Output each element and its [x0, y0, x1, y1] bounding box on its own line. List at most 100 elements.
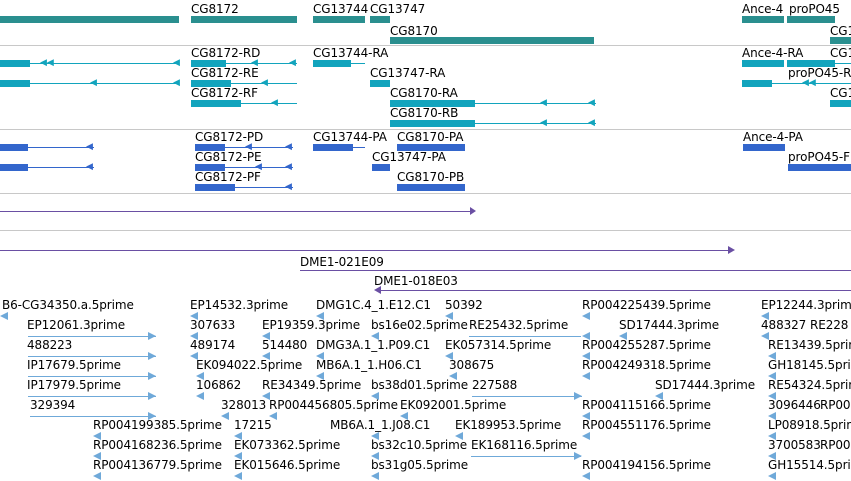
mrna-feature[interactable]: ◀◀	[191, 59, 297, 68]
gene-feature[interactable]	[0, 16, 179, 23]
est-feature[interactable]	[469, 336, 581, 337]
protein-feature[interactable]: ◀ ◀	[195, 143, 293, 152]
protein-label[interactable]: CG13744-PA	[313, 130, 387, 144]
mrna-label[interactable]: CG13747-RA	[370, 66, 446, 80]
mrna-feature[interactable]: ◀◀	[0, 79, 180, 88]
est-feature[interactable]	[28, 376, 156, 377]
protein-feature[interactable]: ◀	[195, 183, 293, 192]
gene-feature[interactable]	[742, 16, 784, 23]
est-label[interactable]: EK057314.5prime	[445, 338, 552, 352]
mrna-feature[interactable]: ◀	[191, 79, 297, 88]
est-feature[interactable]	[190, 332, 198, 340]
est-feature[interactable]	[371, 332, 379, 340]
est-feature[interactable]	[269, 412, 277, 420]
est-label[interactable]: RE34349.5prime	[262, 378, 362, 392]
gene-feature[interactable]	[830, 37, 851, 44]
mrna-feature[interactable]: ◀	[191, 99, 297, 108]
est-feature[interactable]	[221, 412, 229, 420]
est-feature[interactable]	[93, 432, 101, 440]
est-feature[interactable]	[190, 352, 198, 360]
est-feature[interactable]	[655, 392, 663, 400]
est-feature[interactable]	[234, 432, 242, 440]
mrna-feature[interactable]	[830, 99, 851, 108]
protein-label[interactable]: CG8170-PB	[397, 170, 465, 184]
est-label[interactable]: SD17444.3prime	[619, 318, 720, 332]
est-label[interactable]: RE13439.5prime	[768, 338, 851, 352]
est-feature[interactable]	[93, 452, 101, 460]
est-feature[interactable]	[768, 352, 776, 360]
est-label[interactable]: GH18145.5prime	[768, 358, 851, 372]
protein-label[interactable]: Ance-4-PA	[743, 130, 803, 144]
mrna-label[interactable]: CG1	[830, 86, 851, 100]
est-feature[interactable]	[768, 392, 776, 400]
mrna-feature[interactable]	[787, 59, 851, 68]
est-label[interactable]: bs38d01.5prime	[371, 378, 469, 392]
est-label[interactable]: RP004249318.5prime	[582, 358, 711, 372]
est-feature[interactable]	[400, 412, 408, 420]
est-feature[interactable]	[619, 332, 627, 340]
est-feature[interactable]	[455, 432, 463, 440]
est-label[interactable]: 227588	[472, 378, 518, 392]
est-label[interactable]: EP19359.3prime	[262, 318, 360, 332]
est-label[interactable]: SD17444.3prime	[655, 378, 756, 392]
est-feature[interactable]	[234, 472, 242, 480]
est-feature[interactable]	[371, 452, 379, 460]
protein-feature[interactable]	[397, 183, 465, 192]
est-feature[interactable]	[28, 336, 156, 337]
est-label[interactable]: IP17679.5prime	[27, 358, 121, 372]
est-label[interactable]: 488327	[761, 318, 807, 332]
est-feature[interactable]	[234, 452, 242, 460]
est-label[interactable]: RP004456805.5prime	[269, 398, 398, 412]
est-feature[interactable]	[262, 332, 270, 340]
protein-feature[interactable]: ◀	[0, 163, 94, 172]
est-feature[interactable]	[28, 356, 156, 357]
est-label[interactable]: RP004194156.5prime	[582, 458, 711, 472]
est-feature[interactable]	[768, 472, 776, 480]
est-feature[interactable]	[582, 372, 590, 380]
clone-feature[interactable]	[0, 211, 470, 212]
est-label[interactable]: MB6A.1_1.J08.C1	[330, 418, 431, 432]
gene-label[interactable]: CG8172	[191, 2, 239, 16]
mrna-feature[interactable]	[313, 59, 365, 68]
est-label[interactable]: RP004168236.5prime	[93, 438, 222, 452]
est-feature[interactable]	[445, 312, 453, 320]
est-label[interactable]: 328013	[221, 398, 267, 412]
mrna-label[interactable]: CG1	[830, 46, 851, 60]
est-feature[interactable]	[190, 312, 198, 320]
mrna-label[interactable]: CG8172-RF	[191, 86, 258, 100]
est-label[interactable]: EK015646.5prime	[234, 458, 341, 472]
mrna-feature[interactable]: ◀◀ ◀	[0, 59, 180, 68]
gene-label[interactable]: CG1	[830, 24, 851, 38]
mrna-label[interactable]: CG8170-RB	[390, 106, 459, 120]
est-feature[interactable]	[582, 332, 590, 340]
gene-feature[interactable]	[370, 16, 390, 23]
est-feature[interactable]	[768, 412, 776, 420]
est-label[interactable]: RP004551176.5prime	[582, 418, 711, 432]
est-label[interactable]: bs31g05.5prime	[371, 458, 469, 472]
est-label[interactable]: EP12061.3prime	[27, 318, 125, 332]
mrna-label[interactable]: CG8170-RA	[390, 86, 458, 100]
est-feature[interactable]	[582, 352, 590, 360]
est-label[interactable]: RP004199385.5prime	[93, 418, 222, 432]
est-label[interactable]: 3096446	[768, 398, 821, 412]
est-label[interactable]: RP00	[820, 398, 851, 412]
est-feature[interactable]	[0, 312, 8, 320]
est-feature[interactable]	[371, 392, 379, 400]
mrna-label[interactable]: Ance-4-RA	[742, 46, 804, 60]
gene-feature[interactable]	[191, 16, 297, 23]
est-label[interactable]: 308675	[449, 358, 495, 372]
protein-feature[interactable]	[788, 163, 851, 172]
protein-feature[interactable]: ◀	[0, 143, 94, 152]
est-feature[interactable]	[582, 472, 590, 480]
est-feature[interactable]	[449, 372, 457, 380]
gene-label[interactable]: CG8170	[390, 24, 438, 38]
est-label[interactable]: bs32c10.5prime	[371, 438, 468, 452]
protein-feature[interactable]	[313, 143, 365, 152]
est-feature[interactable]	[582, 312, 590, 320]
mrna-feature[interactable]: ◀◀	[390, 119, 596, 128]
est-feature[interactable]	[471, 456, 581, 457]
est-label[interactable]: RP004225439.5prime	[582, 298, 711, 312]
clone-feature[interactable]	[300, 270, 851, 271]
est-feature[interactable]	[30, 416, 156, 417]
gene-label[interactable]: CG13747	[370, 2, 426, 16]
